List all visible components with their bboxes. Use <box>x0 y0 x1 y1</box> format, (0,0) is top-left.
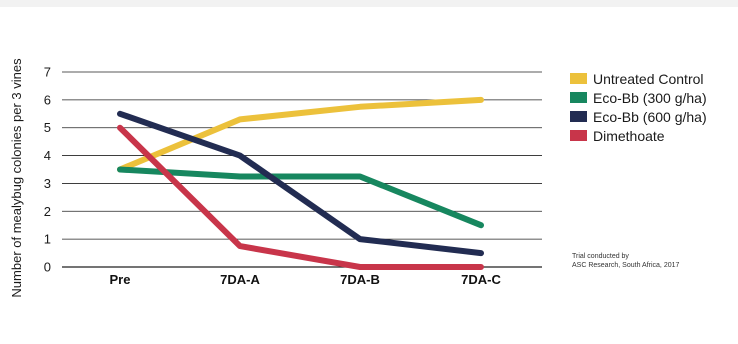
trial-credit: Trial conducted by ASC Research, South A… <box>572 252 679 270</box>
y-tick-label: 7 <box>44 65 51 80</box>
legend-label: Untreated Control <box>593 71 704 87</box>
y-axis-label: Number of mealybug colonies per 3 vines <box>9 58 24 298</box>
y-tick-label: 1 <box>44 232 51 247</box>
x-tick-label: Pre <box>110 272 131 287</box>
legend-item: Eco-Bb (300 g/ha) <box>570 88 707 107</box>
legend-item: Eco-Bb (600 g/ha) <box>570 107 707 126</box>
legend-label: Eco-Bb (300 g/ha) <box>593 90 707 106</box>
y-tick-label: 4 <box>44 148 51 163</box>
x-tick-label: 7DA-B <box>340 272 380 287</box>
legend-swatch <box>570 73 587 84</box>
y-tick-label: 5 <box>44 120 51 135</box>
y-tick-label: 6 <box>44 92 51 107</box>
legend-label: Eco-Bb (600 g/ha) <box>593 109 707 125</box>
legend-swatch <box>570 111 587 122</box>
y-tick-label: 0 <box>44 260 51 275</box>
legend-item: Untreated Control <box>570 69 707 88</box>
legend: Untreated Control Eco-Bb (300 g/ha) Eco-Bb… <box>570 69 707 145</box>
x-tick-label: 7DA-C <box>461 272 501 287</box>
legend-swatch <box>570 130 587 141</box>
credit-line-2: ASC Research, South Africa, 2017 <box>572 261 679 270</box>
legend-swatch <box>570 92 587 103</box>
x-tick-label: 7DA-A <box>220 272 260 287</box>
y-tick-label: 3 <box>44 176 51 191</box>
credit-line-1: Trial conducted by <box>572 252 679 261</box>
x-tick-labels: Pre 7DA-A 7DA-B 7DA-C <box>110 272 502 287</box>
legend-item: Dimethoate <box>570 126 707 145</box>
legend-label: Dimethoate <box>593 128 665 144</box>
y-tick-label: 2 <box>44 204 51 219</box>
y-tick-labels: 0 1 2 3 4 5 6 7 <box>44 65 51 275</box>
